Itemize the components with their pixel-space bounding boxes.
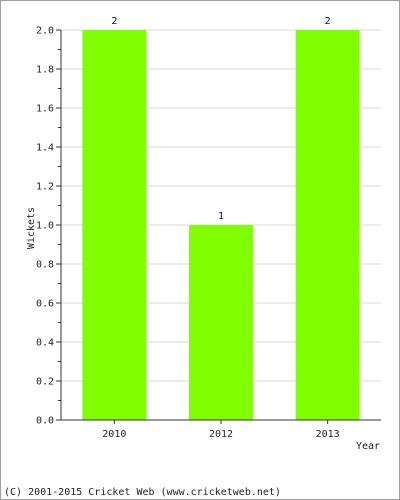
y-tick-label: 1.0 [36, 221, 54, 232]
x-tick-labels: 2010 2012 2013 [102, 429, 339, 440]
x-tick-label: 2013 [316, 429, 340, 440]
data-label: 2 [325, 16, 331, 27]
y-tick-label: 1.6 [36, 104, 54, 115]
bar-2012 [189, 225, 253, 420]
y-tick-label: 2.0 [36, 26, 54, 37]
y-tick-labels: 0.0 0.2 0.4 0.6 0.8 1.0 1.2 1.4 1.6 1.8 2.0 [36, 26, 54, 427]
x-axis-label: Year [356, 441, 380, 452]
x-tick-label: 2012 [209, 429, 233, 440]
y-tick-label: 1.2 [36, 182, 54, 193]
y-tick-label: 1.4 [36, 143, 54, 154]
footer-copyright: (C) 2001-2015 Cricket Web (www.cricketwe… [4, 487, 281, 498]
bars [82, 30, 360, 420]
data-label: 1 [218, 211, 224, 222]
data-label: 2 [111, 16, 117, 27]
y-tick-label: 1.8 [36, 65, 54, 76]
y-axis-label: Wickets [26, 207, 37, 249]
bar-2010 [82, 30, 147, 420]
y-tick-label: 0.0 [36, 416, 54, 427]
x-tick-label: 2010 [102, 429, 126, 440]
axes [56, 29, 381, 424]
y-tick-label: 0.4 [36, 338, 54, 349]
y-tick-label: 0.2 [36, 377, 54, 388]
data-labels: 2 1 2 [111, 16, 330, 222]
y-tick-label: 0.6 [36, 299, 54, 310]
y-tick-label: 0.8 [36, 260, 54, 271]
bar-2013 [295, 30, 360, 420]
